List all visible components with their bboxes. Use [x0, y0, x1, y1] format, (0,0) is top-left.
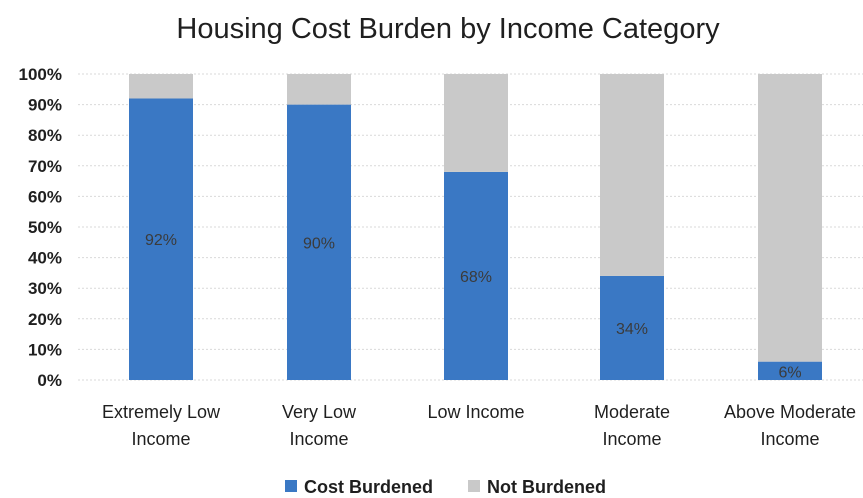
bar-cost-burdened [600, 275, 664, 380]
y-tick-label: 0% [37, 371, 62, 390]
x-category-label: Moderate [594, 402, 670, 422]
bars [129, 74, 822, 380]
y-tick-label: 50% [28, 218, 62, 237]
data-label: 6% [778, 365, 801, 382]
data-label: 34% [616, 321, 648, 338]
x-category-label: Income [289, 429, 348, 449]
y-tick-label: 70% [28, 157, 62, 176]
x-category-label: Income [760, 429, 819, 449]
legend-swatch [285, 480, 297, 492]
legend-label: Cost Burdened [304, 477, 433, 497]
y-tick-label: 100% [19, 65, 62, 84]
bar-not-burdened [287, 74, 351, 105]
y-tick-label: 10% [28, 340, 62, 359]
bar-cost-burdened [758, 361, 822, 380]
x-category-label: Above Moderate [724, 402, 856, 422]
y-tick-label: 30% [28, 279, 62, 298]
legend-label: Not Burdened [487, 477, 606, 497]
x-axis-categories: Extremely Low Income Very Low Income Low Inc… [102, 402, 856, 449]
bar-cost-burdened [287, 104, 351, 380]
data-label: 92% [145, 232, 177, 249]
x-category-label: Income [131, 429, 190, 449]
y-tick-label: 80% [28, 126, 62, 145]
legend-swatch [468, 480, 480, 492]
bar-not-burdened [129, 74, 193, 99]
x-category-label: Income [602, 429, 661, 449]
bar-cost-burdened [129, 98, 193, 380]
data-labels: 92% 90% 68% 34% 6% [145, 232, 802, 381]
y-axis-ticks: 0% 10% 20% 30% 40% 50% 60% 70% 80% 90% 100% [19, 65, 62, 390]
x-category-label: Low Income [427, 402, 524, 422]
y-tick-label: 60% [28, 187, 62, 206]
chart-title: Housing Cost Burden by Income Category [176, 13, 720, 45]
bar-cost-burdened [444, 171, 508, 380]
bar-not-burdened [600, 74, 664, 276]
y-tick-label: 20% [28, 310, 62, 329]
x-category-label: Very Low [282, 402, 357, 422]
y-tick-label: 90% [28, 96, 62, 115]
y-tick-label: 40% [28, 249, 62, 268]
data-label: 90% [303, 235, 335, 252]
data-label: 68% [460, 269, 492, 286]
legend: Cost Burdened Not Burdened [285, 477, 606, 497]
bar-not-burdened [758, 74, 822, 362]
x-category-label: Extremely Low [102, 402, 221, 422]
bar-not-burdened [444, 74, 508, 172]
